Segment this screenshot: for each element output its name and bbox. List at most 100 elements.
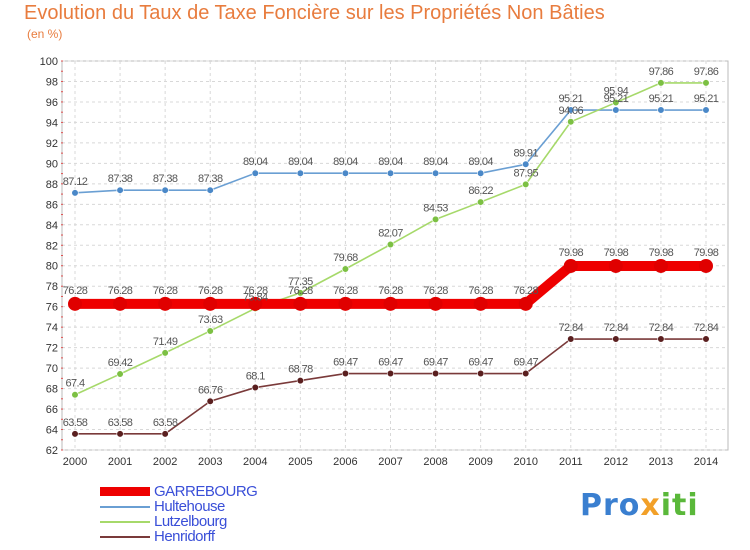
data-point-garrebourg (203, 296, 218, 311)
data-label-henridorff: 72.84 (604, 322, 629, 334)
data-point-garrebourg (383, 296, 398, 311)
y-tick-label: 62 (46, 445, 58, 457)
data-label-henridorff: 69.47 (333, 357, 358, 369)
data-point-henridorff (296, 376, 304, 385)
legend-swatch-henridorff (100, 535, 150, 538)
x-tick-label: 2004 (243, 456, 267, 468)
chart-title: Evolution du Taux de Taxe Foncière sur l… (24, 2, 605, 24)
x-tick-label: 2002 (153, 456, 177, 468)
data-label-garrebourg: 76.28 (108, 285, 133, 297)
x-tick-label: 2005 (288, 456, 312, 468)
data-label-henridorff: 63.58 (63, 417, 88, 429)
data-point-garrebourg (293, 296, 308, 311)
data-label-garrebourg: 76.28 (468, 285, 493, 297)
data-point-garrebourg (248, 296, 263, 311)
data-point-henridorff (341, 369, 350, 378)
data-label-hultehouse: 87.38 (153, 173, 178, 185)
x-tick-label: 2000 (63, 456, 87, 468)
data-point-hultehouse (522, 160, 530, 168)
data-point-garrebourg (518, 296, 533, 311)
data-point-hultehouse (657, 106, 665, 114)
data-point-garrebourg (699, 258, 713, 273)
data-point-henridorff (116, 430, 124, 438)
y-tick-label: 94 (46, 117, 58, 129)
y-tick-label: 64 (46, 425, 58, 437)
data-point-hultehouse (251, 169, 259, 177)
data-point-henridorff (612, 335, 620, 343)
data-label-henridorff: 69.47 (423, 357, 448, 369)
legend-label-garrebourg: GARREBOURG (154, 483, 258, 500)
data-label-henridorff: 72.84 (649, 322, 674, 334)
data-label-lutzelbourg: 75.84 (243, 291, 268, 303)
data-point-hultehouse (702, 106, 710, 114)
data-label-lutzelbourg: 77.35 (288, 276, 313, 288)
data-point-henridorff (522, 369, 530, 378)
data-label-garrebourg: 76.28 (288, 285, 313, 297)
proxiti-logo: Proxiti (580, 488, 699, 523)
data-point-lutzelbourg (522, 180, 530, 188)
data-point-hultehouse (161, 186, 169, 194)
legend-swatch-hultehouse (100, 505, 150, 508)
x-tick-label: 2009 (468, 456, 492, 468)
data-label-lutzelbourg: 67.4 (65, 378, 84, 390)
x-tick-label: 2014 (694, 456, 718, 468)
data-point-lutzelbourg (612, 98, 620, 107)
data-point-lutzelbourg (341, 265, 350, 273)
y-tick-label: 88 (46, 179, 58, 191)
data-label-lutzelbourg: 86.22 (468, 185, 493, 197)
data-label-henridorff: 63.58 (153, 417, 178, 429)
data-point-hultehouse (567, 106, 575, 114)
data-label-garrebourg: 79.98 (694, 247, 719, 259)
legend-item-lutzelbourg: Lutzelbourg (100, 514, 257, 529)
data-point-garrebourg (338, 296, 353, 311)
data-point-henridorff (431, 369, 440, 378)
data-label-hultehouse: 87.38 (108, 173, 133, 185)
data-label-hultehouse: 95.21 (649, 93, 674, 105)
data-label-henridorff: 68.1 (246, 371, 265, 383)
data-label-hultehouse: 95.21 (559, 93, 584, 105)
legend-item-garrebourg: GARREBOURG (100, 483, 258, 500)
data-point-henridorff (702, 335, 710, 343)
data-point-lutzelbourg (431, 215, 440, 223)
data-label-hultehouse: 89.04 (288, 156, 313, 168)
legend-item-hultehouse: Hultehouse (100, 499, 257, 514)
legend-label-hultehouse: Hultehouse (154, 498, 225, 515)
data-label-garrebourg: 76.28 (243, 285, 268, 297)
data-point-henridorff (251, 383, 259, 392)
data-label-hultehouse: 89.04 (243, 156, 268, 168)
chart-subtitle: (en %) (27, 27, 63, 41)
logo-part-2: x (640, 488, 661, 523)
data-point-lutzelbourg (657, 79, 665, 87)
data-point-lutzelbourg (71, 391, 79, 399)
data-label-henridorff: 69.47 (378, 357, 403, 369)
data-label-lutzelbourg: 94.06 (559, 105, 584, 117)
data-point-hultehouse (431, 169, 440, 177)
data-label-lutzelbourg: 71.49 (153, 336, 178, 348)
y-tick-label: 78 (46, 281, 58, 293)
data-point-hultehouse (612, 106, 620, 114)
data-point-hultehouse (296, 169, 304, 177)
data-label-lutzelbourg: 73.63 (198, 314, 223, 326)
y-tick-label: 86 (46, 199, 58, 211)
legend-label-henridorff: Henridorff (154, 528, 215, 545)
data-point-garrebourg (608, 258, 623, 273)
data-point-garrebourg (473, 296, 488, 311)
data-point-hultehouse (477, 169, 485, 177)
data-point-lutzelbourg (702, 79, 710, 87)
y-tick-label: 82 (46, 240, 58, 252)
x-tick-label: 2008 (423, 456, 447, 468)
y-tick-label: 74 (46, 322, 58, 334)
data-point-lutzelbourg (386, 240, 395, 249)
data-point-hultehouse (71, 189, 79, 197)
legend-swatch-lutzelbourg (100, 520, 150, 523)
data-point-henridorff (386, 369, 395, 378)
legend-label-lutzelbourg: Lutzelbourg (154, 513, 227, 530)
data-label-hultehouse: 87.12 (63, 176, 88, 188)
y-tick-label: 92 (46, 138, 58, 150)
x-tick-label: 2001 (108, 456, 132, 468)
data-point-henridorff (477, 369, 485, 378)
data-label-garrebourg: 76.28 (63, 285, 88, 297)
data-label-henridorff: 63.58 (108, 417, 133, 429)
y-tick-label: 70 (46, 363, 58, 375)
